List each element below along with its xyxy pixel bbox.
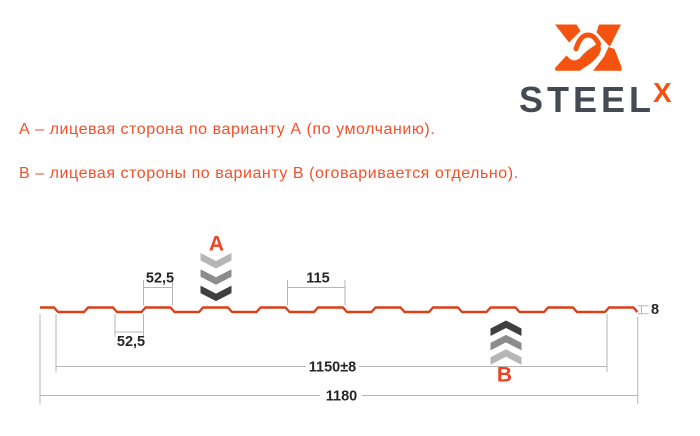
svg-text:1150±8: 1150±8 — [309, 360, 356, 376]
svg-text:1180: 1180 — [326, 389, 357, 405]
svg-text:115: 115 — [306, 271, 329, 287]
svg-text:8: 8 — [651, 302, 659, 318]
svg-text:А: А — [209, 233, 224, 256]
svg-text:52,5: 52,5 — [146, 271, 174, 287]
svg-text:В: В — [497, 364, 512, 387]
svg-text:52,5: 52,5 — [117, 334, 145, 350]
